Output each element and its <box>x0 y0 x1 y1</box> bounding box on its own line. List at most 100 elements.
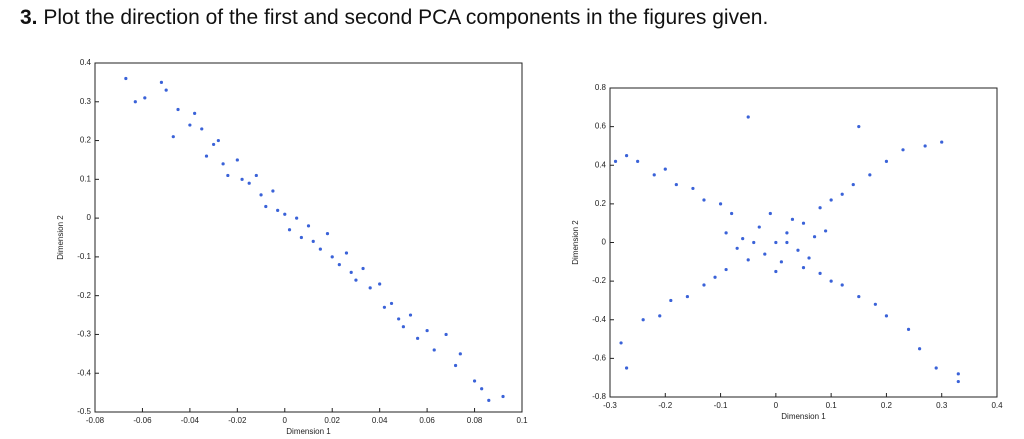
point <box>311 239 315 243</box>
x-tick-label: -0.1 <box>714 401 728 410</box>
point <box>325 232 330 236</box>
y-tick-label: 0 <box>602 238 607 247</box>
point <box>235 158 239 162</box>
point <box>408 313 413 317</box>
point <box>382 305 387 309</box>
point <box>857 294 861 299</box>
point <box>757 225 761 229</box>
point <box>779 260 783 264</box>
point <box>669 298 673 303</box>
point <box>658 314 662 318</box>
question-text: Plot the direction of the first and seco… <box>43 6 769 29</box>
point <box>724 231 728 235</box>
point <box>416 336 420 340</box>
y-tick-label: 0.1 <box>80 174 92 183</box>
point <box>344 251 349 255</box>
point <box>807 256 811 260</box>
point <box>884 314 889 318</box>
question: 3. Plot the direction of the first and s… <box>20 6 768 30</box>
point <box>159 80 164 84</box>
point <box>812 235 817 239</box>
point <box>276 208 280 212</box>
point <box>763 252 767 256</box>
point <box>636 159 640 163</box>
point <box>718 202 723 206</box>
point <box>741 237 745 241</box>
point <box>200 127 204 131</box>
y-tick-label: -0.3 <box>77 330 91 339</box>
point <box>652 173 656 177</box>
point <box>840 283 844 287</box>
point <box>487 398 491 402</box>
point <box>432 348 436 352</box>
x-tick-label: -0.02 <box>228 416 247 425</box>
point <box>768 211 772 216</box>
y-tick-label: 0.4 <box>80 58 92 67</box>
point <box>458 352 462 356</box>
point <box>868 173 872 177</box>
point <box>934 366 938 370</box>
point <box>283 212 287 216</box>
point <box>259 193 263 197</box>
point <box>956 372 960 376</box>
point <box>613 159 618 163</box>
plot-frame <box>609 87 998 398</box>
y-tick-label: 0.3 <box>80 97 92 106</box>
point <box>624 153 629 158</box>
x-tick-label: -0.04 <box>181 416 200 425</box>
point <box>818 206 822 210</box>
point <box>124 76 128 81</box>
point <box>378 282 382 286</box>
point <box>906 327 911 332</box>
point <box>164 88 168 92</box>
x-tick-label: 0.04 <box>372 416 388 425</box>
point <box>204 154 209 158</box>
point <box>730 211 734 216</box>
point <box>746 115 750 119</box>
point <box>299 235 303 240</box>
point <box>796 248 800 252</box>
point <box>940 140 944 144</box>
y-tick-label: -0.5 <box>77 407 91 416</box>
point <box>271 189 275 193</box>
x-tick-label: 0.3 <box>936 401 948 410</box>
point <box>901 148 905 152</box>
point <box>188 123 192 127</box>
y-tick-label: -0.2 <box>592 276 606 285</box>
point <box>713 275 717 279</box>
point <box>368 286 372 290</box>
x-tick-label: 0 <box>283 416 288 425</box>
point <box>918 347 922 351</box>
point <box>226 173 230 178</box>
x-tick-label: 0 <box>774 401 779 410</box>
point <box>247 181 251 185</box>
point <box>752 240 756 245</box>
x-tick-label: 0.06 <box>419 416 435 425</box>
point <box>851 182 855 187</box>
point <box>501 394 505 399</box>
x-tick-label: 0.08 <box>467 416 483 425</box>
y-tick-label: 0.2 <box>80 136 92 145</box>
point <box>401 325 405 329</box>
y-axis-label: Dimension 2 <box>56 215 65 260</box>
y-tick-label: 0.2 <box>595 199 607 208</box>
point <box>923 144 927 148</box>
x-tick-label: 0.1 <box>516 416 528 425</box>
point <box>857 125 861 129</box>
point <box>685 294 690 299</box>
point <box>240 177 244 181</box>
point <box>829 279 833 283</box>
y-axis-label: Dimension 2 <box>571 220 580 265</box>
point <box>349 270 353 274</box>
point <box>691 186 695 191</box>
point <box>337 263 341 267</box>
plot-frame <box>94 62 523 413</box>
point <box>354 278 358 282</box>
y-tick-label: 0.6 <box>595 122 607 131</box>
point <box>724 267 728 272</box>
point <box>472 379 477 383</box>
x-tick-label: 0.4 <box>991 401 1003 410</box>
point <box>171 135 175 139</box>
y-tick-label: -0.4 <box>592 315 606 324</box>
